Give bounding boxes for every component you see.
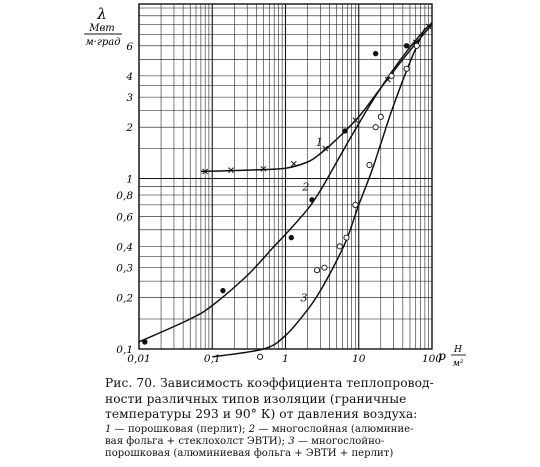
plot-frame [138,3,433,350]
x-tick-label: 10 [352,353,366,365]
marker-open-circle [413,42,420,49]
marker-open-circle [314,267,321,274]
marker-open-circle [336,243,343,250]
caption-legend: 1 — порошковая (перлит); 2 — многослойна… [105,424,535,461]
y-tick-label: 1 [126,174,133,186]
legend-text-2: — многослойная (алюминие- [258,423,414,435]
y-axis-unit-bottom: м·град [85,37,120,48]
curve-label-3: 3 [300,291,307,304]
x-tick-label: 100 [422,353,442,365]
marker-cross [425,23,432,30]
marker-open-circle [377,113,384,120]
marker-open-circle [321,264,328,271]
legend-text-3: — многослойно- [297,435,385,447]
caption-main: Рис. 70. Зависимость коэффициента теплоп… [105,376,535,423]
curve-labels: 1 2 3 [300,136,322,304]
marker-cross [290,160,297,167]
marker-filled-circle [288,234,294,241]
x-tick-label: 1 [282,353,289,365]
x-axis-unit-top: Н [453,345,462,355]
marker-filled-circle [372,50,379,57]
marker-open-circle [372,124,379,131]
marker-cross [260,165,267,172]
curve-label-1: 1 [316,136,323,149]
y-tick-label: 0,8 [116,190,133,202]
caption-fig-label: Рис. 70. [105,376,157,390]
marker-open-circle [403,65,410,72]
x-tick-label: 0,1 [204,353,221,365]
marker-cross [322,145,329,152]
y-tick-label: 4 [125,71,133,83]
marker-cross-stroke [290,160,297,167]
x-tick-labels: 0,01 0,1 1 10 100 [127,353,442,365]
grid-minor [139,4,432,349]
marker-filled-circle [309,197,315,203]
marker-cross-stroke [228,167,234,173]
marker-cross [352,117,359,123]
y-tick-label: 2 [125,122,133,134]
markers [142,23,432,360]
caption-line-1: Зависимость коэффициента теплопровод- [160,376,434,390]
y-axis-unit-top: Мвт [88,23,115,34]
marker-cross-stroke [412,39,419,46]
legend-num-2: 2 [248,423,256,435]
caption-line-2: ности различных типов изоляции (граничны… [105,391,407,406]
curve-label-2: 2 [301,181,309,194]
y-axis-symbol: λ [96,5,107,23]
marker-cross [228,167,234,173]
x-tick-label: 0,01 [127,353,150,365]
legend-text-2b: вая фольга + стеклохолст ЭВТИ); [105,435,285,447]
curve-1 [200,24,433,173]
marker-open-circle [343,234,350,241]
caption-line-3: температуры 293 и 90° К) от давления воз… [105,407,418,421]
figure-caption: Рис. 70. Зависимость коэффициента теплоп… [105,376,535,461]
marker-filled-circle [220,287,226,294]
y-tick-label: 0,2 [116,293,133,305]
marker-filled-circle [403,43,410,49]
marker-filled-circle [342,128,348,134]
x-axis-unit-bottom: м² [452,359,463,369]
y-tick-label: 0,1 [116,344,133,356]
marker-cross [202,168,209,175]
y-tick-label: 3 [126,92,133,104]
x-axis-symbol: p [438,349,446,363]
marker-open-circle [388,72,395,79]
marker-cross-stroke [322,145,329,152]
marker-cross-stroke [202,168,209,175]
legend-text-1: — порошковая (перлит); [114,423,246,435]
legend-text-3b: порошковая (алюминиевая фольга + ЭВТИ + … [105,448,394,460]
y-tick-label: 6 [126,41,133,53]
marker-open-circle [366,161,373,169]
y-tick-label: 0,4 [116,241,133,253]
y-tick-label: 0,6 [116,211,133,223]
y-tick-label: 0,3 [116,263,133,275]
marker-open-circle [257,353,264,360]
marker-filled-circle [142,339,148,345]
marker-cross-stroke [352,117,359,123]
legend-num-1: 1 [105,423,112,435]
marker-open-circle [352,201,359,208]
marker-cross-stroke [260,165,267,172]
legend-num-3: 3 [288,435,295,447]
marker-cross-stroke [425,23,432,30]
y-tick-labels: 0,1 0,2 0,3 0,4 0,6 0,8 1 2 3 4 6 [116,41,133,356]
